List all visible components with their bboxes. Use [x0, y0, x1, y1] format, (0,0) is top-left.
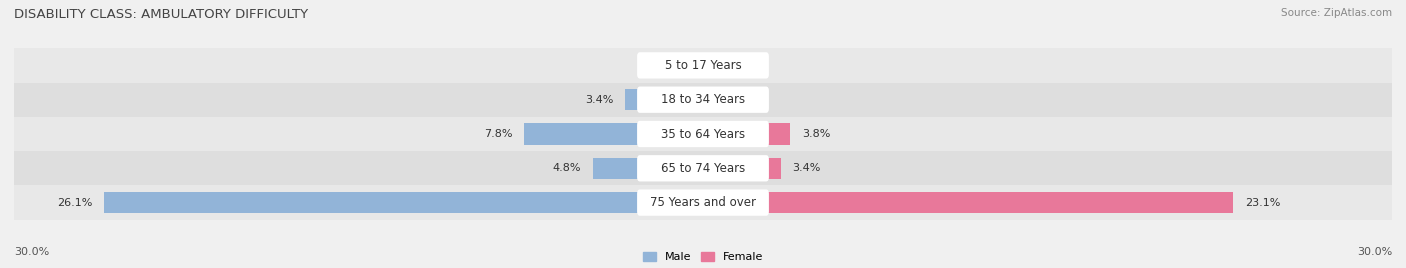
Text: 30.0%: 30.0%: [14, 247, 49, 257]
FancyBboxPatch shape: [637, 121, 769, 147]
Text: DISABILITY CLASS: AMBULATORY DIFFICULTY: DISABILITY CLASS: AMBULATORY DIFFICULTY: [14, 8, 308, 21]
Text: 0.0%: 0.0%: [714, 95, 742, 105]
Bar: [624, 89, 703, 110]
Text: 65 to 74 Years: 65 to 74 Years: [661, 162, 745, 175]
Text: 0.0%: 0.0%: [714, 60, 742, 70]
Text: 0.0%: 0.0%: [664, 60, 692, 70]
Text: 23.1%: 23.1%: [1244, 198, 1281, 208]
Bar: [14, 48, 1392, 83]
Text: 35 to 64 Years: 35 to 64 Years: [661, 128, 745, 140]
Bar: [703, 123, 790, 145]
Text: 18 to 34 Years: 18 to 34 Years: [661, 93, 745, 106]
Text: 26.1%: 26.1%: [56, 198, 93, 208]
Text: 3.8%: 3.8%: [801, 129, 830, 139]
Text: 3.4%: 3.4%: [585, 95, 613, 105]
Text: 5 to 17 Years: 5 to 17 Years: [665, 59, 741, 72]
Legend: Male, Female: Male, Female: [643, 252, 763, 262]
FancyBboxPatch shape: [637, 189, 769, 216]
Text: 75 Years and over: 75 Years and over: [650, 196, 756, 209]
Text: Source: ZipAtlas.com: Source: ZipAtlas.com: [1281, 8, 1392, 18]
Bar: [703, 158, 782, 179]
Bar: [14, 151, 1392, 185]
Bar: [14, 117, 1392, 151]
Bar: [524, 123, 703, 145]
Text: 4.8%: 4.8%: [553, 163, 581, 173]
Text: 30.0%: 30.0%: [1357, 247, 1392, 257]
Bar: [14, 83, 1392, 117]
FancyBboxPatch shape: [637, 52, 769, 79]
Bar: [703, 192, 1233, 213]
Bar: [104, 192, 703, 213]
Text: 3.4%: 3.4%: [793, 163, 821, 173]
Text: 7.8%: 7.8%: [484, 129, 512, 139]
Bar: [14, 185, 1392, 220]
FancyBboxPatch shape: [637, 87, 769, 113]
Bar: [593, 158, 703, 179]
FancyBboxPatch shape: [637, 155, 769, 181]
